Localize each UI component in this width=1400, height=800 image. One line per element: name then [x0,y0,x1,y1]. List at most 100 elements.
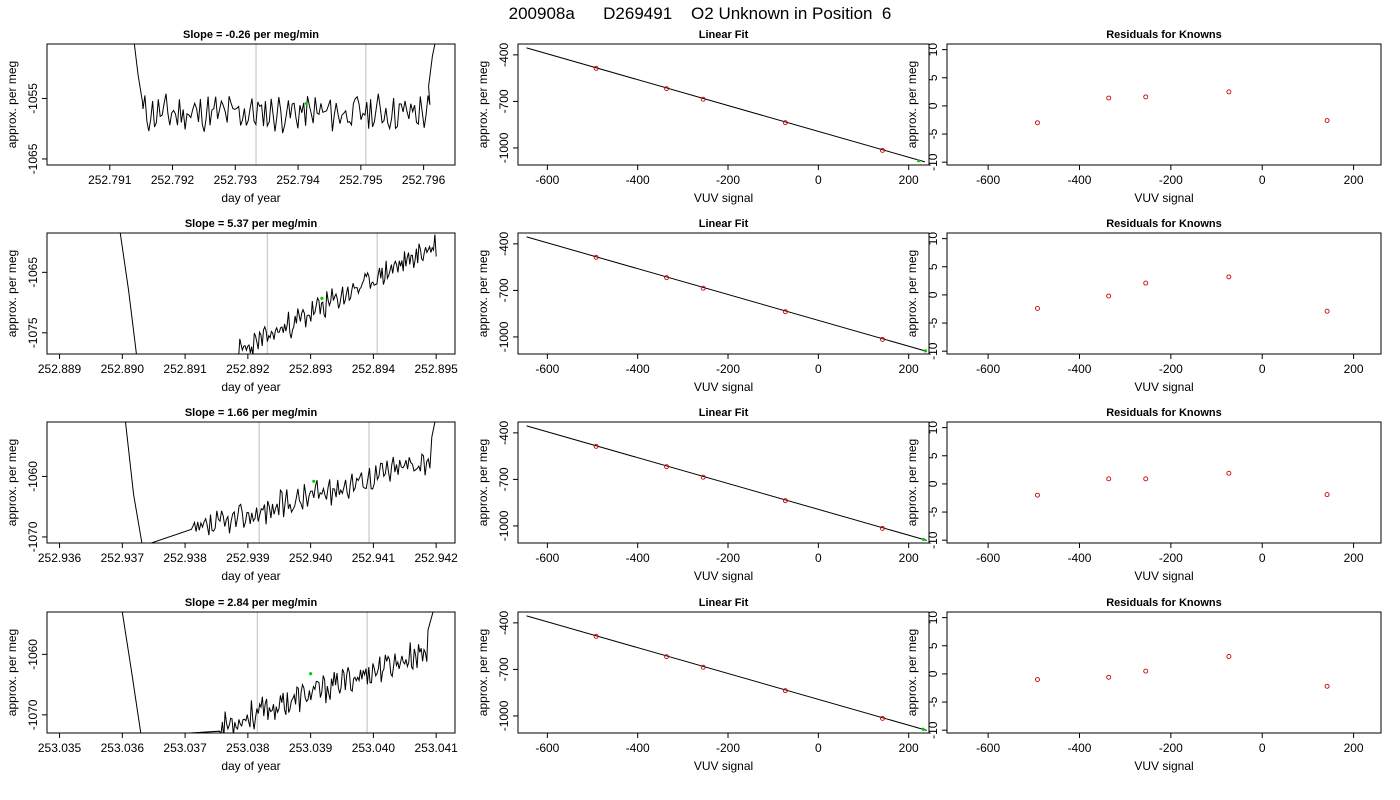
y-tick-label: -10 [926,531,940,549]
y-tick-label: -10 [926,153,940,171]
residual-point [1143,476,1149,482]
panel-title: Slope = 2.84 per meg/min [185,597,318,609]
x-tick-label: -600 [976,173,1000,187]
residual-point [1226,89,1232,95]
x-tick-label: 252.793 [214,173,258,187]
unknown-point [921,537,926,542]
x-axis-label: VUV signal [1134,569,1193,583]
x-tick-label: 252.938 [163,551,207,565]
y-axis-label: approx. per meg [905,61,919,148]
x-tick-label: -400 [626,362,650,376]
plot-frame [46,421,456,544]
x-tick-label: 253.037 [163,741,207,755]
residual-point [1324,118,1330,123]
known-point [664,86,670,92]
y-axis-label: approx. per meg [905,439,919,526]
x-tick-label: 252.792 [151,173,195,187]
known-point [782,309,788,315]
residual-point [1035,305,1040,311]
residual-point [1035,492,1040,498]
known-point [593,443,599,449]
x-tick-label: 0 [1259,362,1266,376]
x-tick-label: -200 [1159,362,1183,376]
panel-title: Slope = 1.66 per meg/min [185,407,318,419]
y-tick-label: -700 [497,657,511,681]
known-point [880,336,885,342]
y-tick-label: -5 [926,317,940,328]
x-tick-label: -200 [716,173,740,187]
x-tick-label: -400 [626,551,650,565]
y-tick-label: -700 [497,278,511,302]
residual-point [1143,94,1149,100]
known-point [593,254,599,260]
panel-title: Residuals for Knowns [1106,407,1222,419]
x-tick-label: 252.794 [276,173,320,187]
residual-point [1324,683,1330,689]
plot-area [1035,274,1330,314]
plot-area [119,233,437,354]
y-tick-label: -5 [926,696,940,707]
fit-line [526,47,926,163]
x-tick-label: 200 [1344,551,1364,565]
x-tick-label: 200 [899,741,919,755]
panel-4: Slope = 2.84 per meg/min 253.035 253.036 25… [5,597,458,773]
unknown-point [917,159,921,163]
x-tick-label: -600 [535,173,559,187]
x-axis-label: day of year [221,569,280,583]
x-tick-label: -400 [626,173,650,187]
x-tick-label: 252.895 [414,362,458,376]
y-axis-label: approx. per meg [5,439,19,526]
x-tick-label: 253.040 [352,741,396,755]
panel-2: Slope = 5.37 per meg/min 252.889 252.890 25… [5,218,458,394]
plot-area [526,425,927,542]
y-tick-label: -1065 [26,257,40,288]
residual-point [1035,677,1040,682]
residual-point [1106,95,1112,101]
known-point [593,633,599,639]
x-tick-label: -600 [976,551,1000,565]
x-tick-label: 252.795 [339,173,383,187]
x-axis-label: VUV signal [694,759,753,773]
known-point [700,474,706,480]
fit-line [526,615,927,731]
plot-area [1035,654,1330,689]
y-tick-label: 5 [926,263,940,270]
y-tick-label: -1000 [497,321,511,352]
residual-point [1324,492,1330,498]
data-trace [125,422,436,543]
known-point [700,96,706,102]
panel-3: Slope = 1.66 per meg/min 252.936 252.937 25… [5,407,458,583]
x-tick-label: -200 [1159,173,1183,187]
y-tick-label: -1060 [26,639,40,670]
x-axis-label: VUV signal [1134,191,1193,205]
y-tick-label: 5 [926,642,940,649]
plot-frame [46,611,456,734]
x-tick-label: 200 [899,362,919,376]
y-tick-label: 10 [926,611,940,625]
x-axis-label: VUV signal [1134,380,1193,394]
known-point [700,285,706,291]
x-tick-label: 252.894 [352,362,396,376]
x-tick-label: -600 [976,741,1000,755]
panel-title: Residuals for Knowns [1106,29,1222,41]
y-axis-label: approx. per meg [476,629,490,716]
y-axis-label: approx. per meg [476,250,490,337]
plot-area [121,612,434,733]
x-tick-label: 252.796 [402,173,446,187]
y-tick-label: -700 [497,89,511,113]
y-axis-label: approx. per meg [5,250,19,337]
known-point [782,688,788,694]
y-tick-label: -400 [497,611,511,635]
x-tick-label: 200 [1344,741,1364,755]
x-tick-label: 0 [815,362,822,376]
plot-frame [946,232,1382,355]
unknown-point-marker [320,296,324,300]
residual-point [1226,654,1232,659]
x-tick-label: -200 [716,362,740,376]
data-trace [133,44,436,134]
residual-point [1106,293,1112,299]
x-tick-label: -600 [976,362,1000,376]
y-tick-label: -1000 [497,700,511,731]
plot-frame [946,611,1382,734]
